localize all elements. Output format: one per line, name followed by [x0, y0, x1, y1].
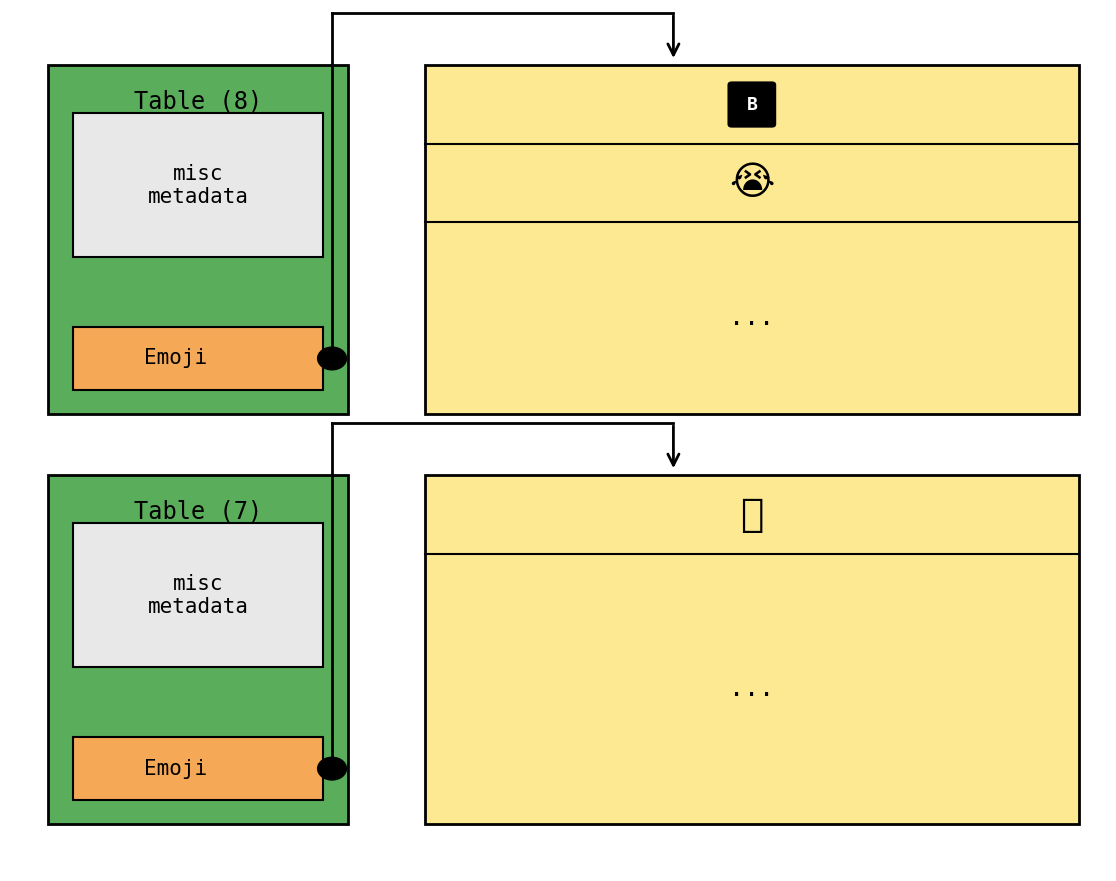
FancyBboxPatch shape — [48, 476, 347, 825]
FancyBboxPatch shape — [425, 65, 1078, 414]
Text: B: B — [747, 95, 758, 114]
Text: Emoji: Emoji — [144, 349, 208, 368]
FancyBboxPatch shape — [48, 65, 347, 414]
FancyBboxPatch shape — [728, 81, 777, 128]
Text: Table (7): Table (7) — [134, 500, 262, 524]
FancyBboxPatch shape — [73, 327, 324, 390]
FancyBboxPatch shape — [73, 523, 324, 668]
Text: misc
metadata: misc metadata — [147, 164, 249, 207]
Text: 😭: 😭 — [729, 164, 775, 202]
Text: ...: ... — [730, 307, 775, 330]
FancyBboxPatch shape — [73, 114, 324, 257]
Text: 💯: 💯 — [740, 496, 763, 534]
Text: misc
metadata: misc metadata — [147, 574, 249, 617]
Circle shape — [318, 758, 346, 780]
FancyBboxPatch shape — [73, 737, 324, 800]
Text: Table (8): Table (8) — [134, 90, 262, 114]
Circle shape — [318, 347, 346, 370]
Text: ...: ... — [730, 677, 775, 701]
FancyBboxPatch shape — [425, 476, 1078, 825]
Text: Emoji: Emoji — [144, 759, 208, 779]
